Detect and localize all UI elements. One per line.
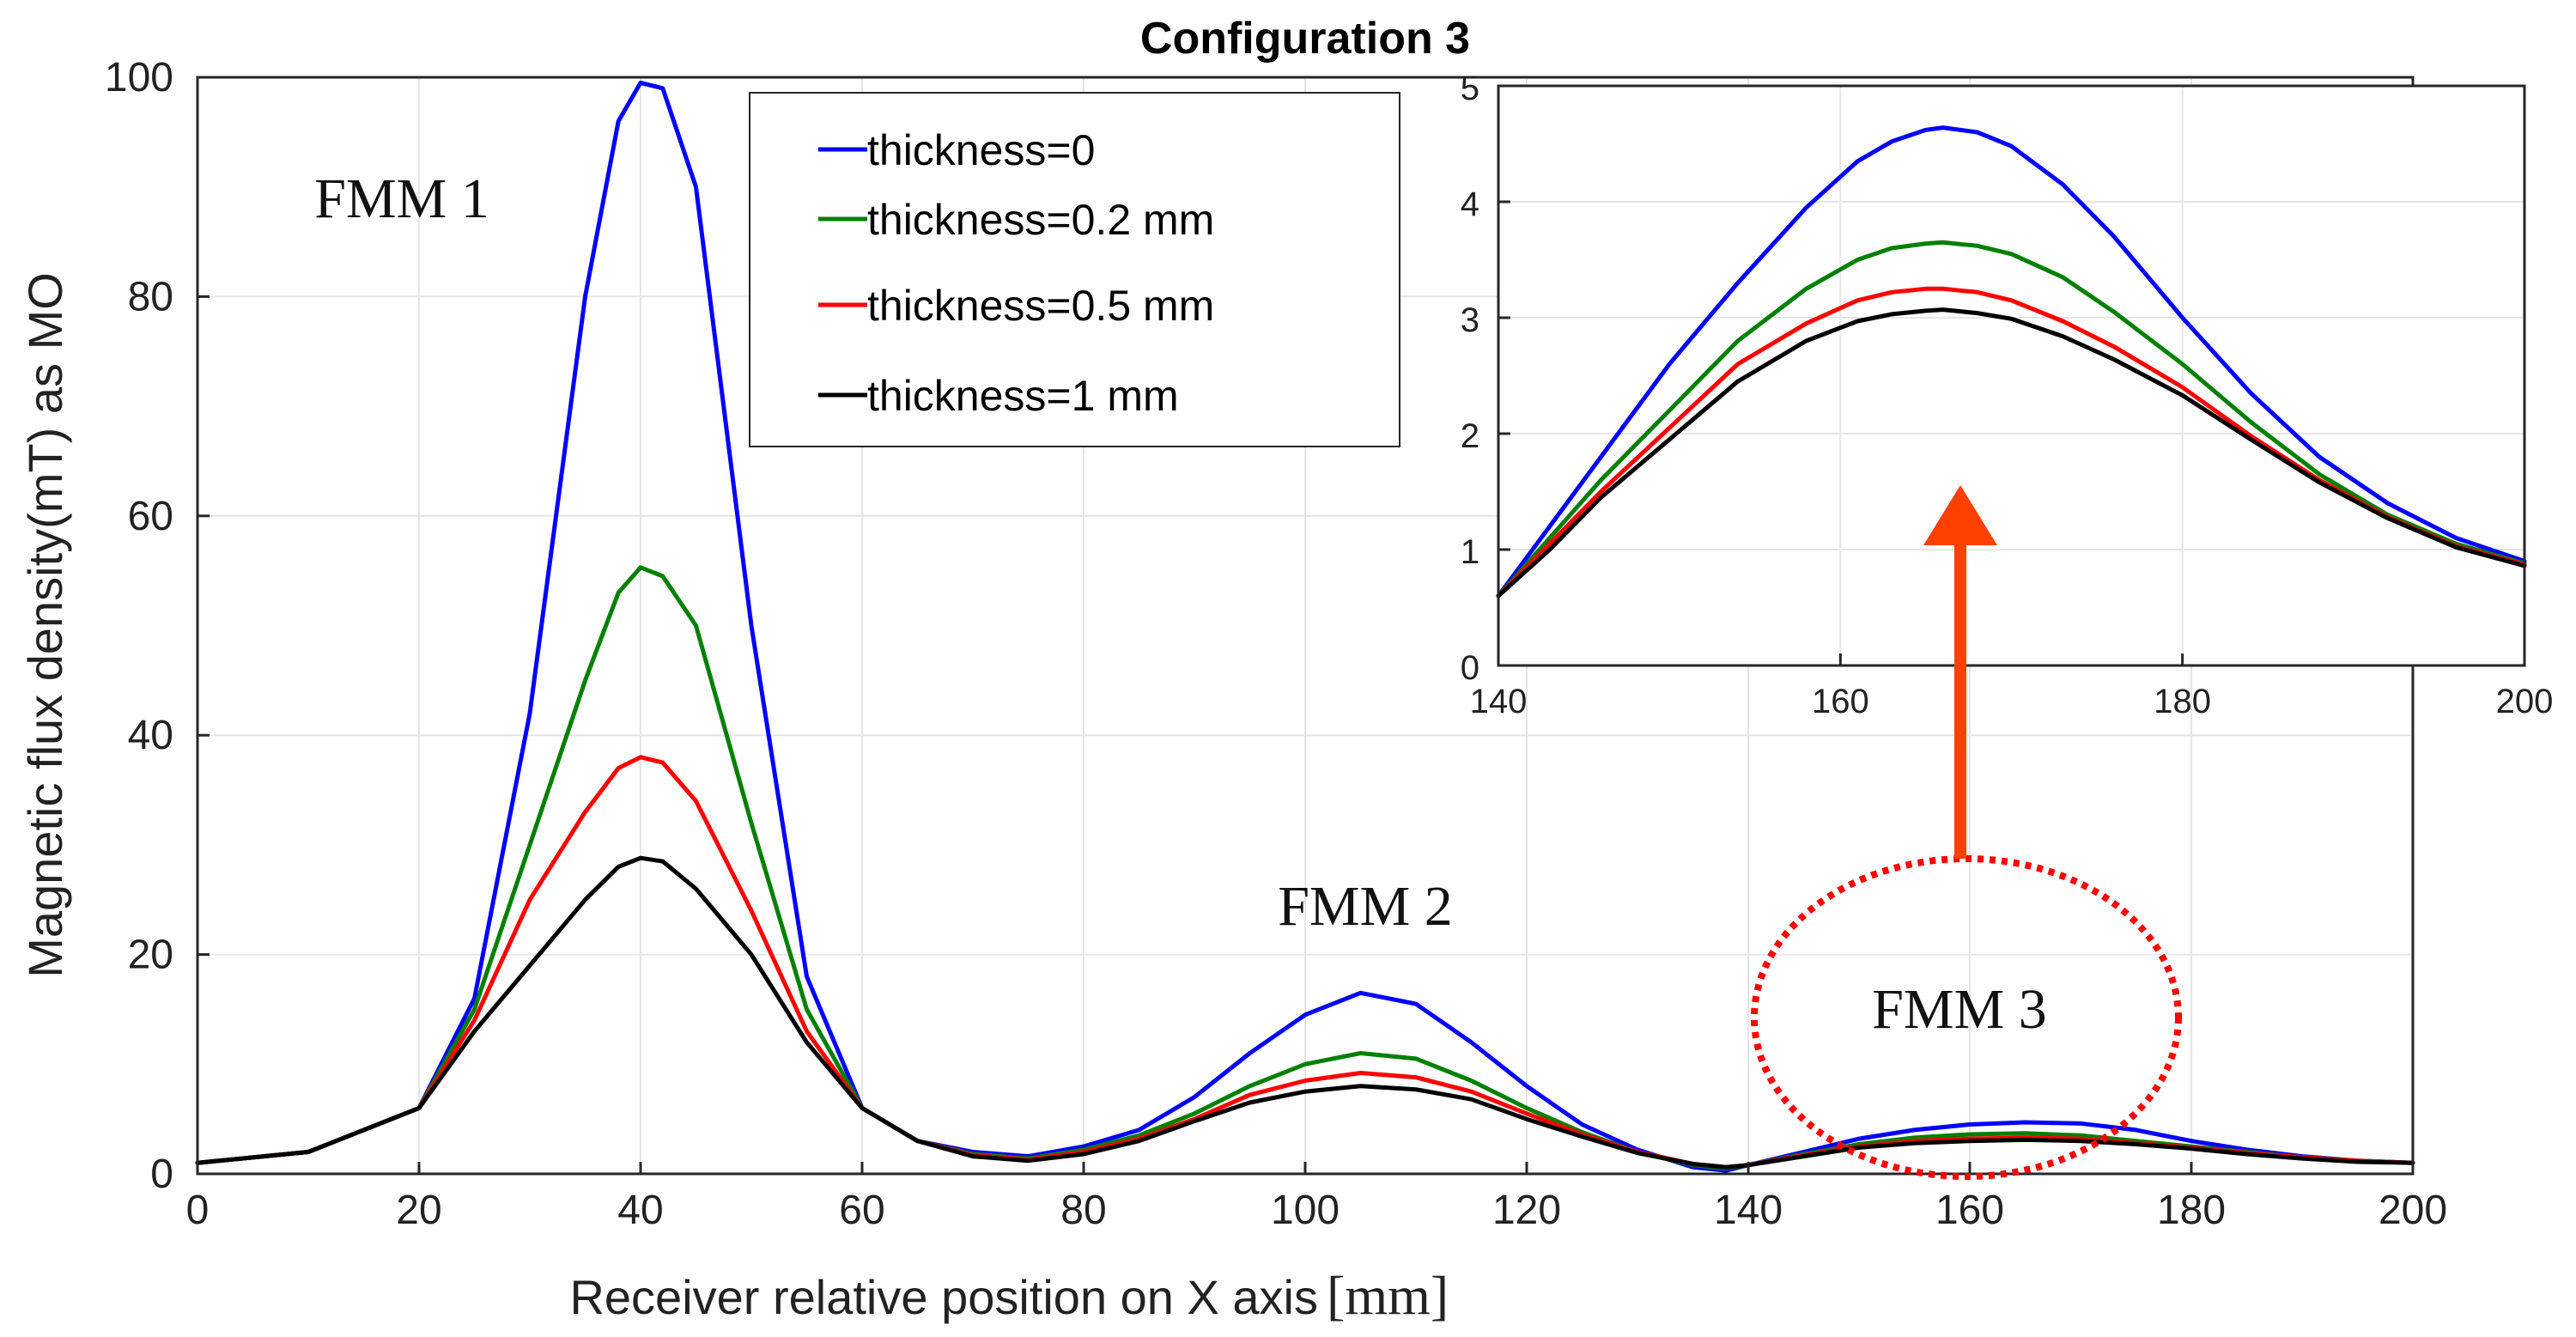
main-xtick-label-5: 100 [1271,1188,1340,1233]
inset-ytick-label-2: 2 [1461,417,1479,455]
main-xtick-label-6: 120 [1492,1188,1561,1233]
inset-xtick-label-0: 140 [1470,683,1528,720]
inset-chart: 140 160 180 200 0 1 2 3 4 5 [1461,70,2554,720]
x-axis-unit: [mm] [1327,1265,1449,1326]
legend-label-2: thickness=0.5 mm [867,282,1214,330]
inset-ytick-label-4: 4 [1461,185,1479,223]
legend-box [749,92,1400,447]
inset-plot-area [1498,86,2524,665]
main-xtick-label-2: 40 [617,1188,663,1233]
inset-series-group [1496,125,2527,599]
inset-y-tick-labels: 0 1 2 3 4 5 [1461,70,1510,687]
legend-label-3: thickness=1 mm [867,372,1179,420]
legend-label-0: thickness=0 [867,126,1095,174]
annotation-fmm3: FMM 3 [1872,978,2047,1041]
inset-series-line-3 [1496,307,2527,599]
inset-series-line-0 [1496,125,2527,599]
main-xtick-label-1: 20 [396,1188,441,1233]
main-series-line-1 [195,565,2415,1171]
inset-ytick-label-3: 3 [1461,301,1479,339]
main-xtick-label-7: 140 [1714,1188,1783,1233]
main-xtick-label-10: 200 [2379,1188,2447,1233]
legend-label-1: thickness=0.2 mm [867,196,1214,244]
main-ytick-label-3: 60 [128,494,173,539]
zoom-arrow-head [1923,485,1997,545]
main-series-line-3 [195,855,2415,1170]
inset-series-line-1 [1496,240,2527,599]
annotation-fmm1: FMM 1 [314,167,489,230]
main-ytick-label-4: 80 [128,274,173,319]
chart-title: Configuration 3 [1140,14,1470,64]
inset-x-tick-labels: 140 160 180 200 [1470,653,2554,720]
main-xtick-label-8: 160 [1935,1188,2004,1233]
main-series-line-2 [195,755,2415,1170]
inset-xtick-label-2: 180 [2154,683,2211,720]
main-ytick-label-1: 20 [128,933,173,978]
inset-xtick-label-1: 160 [1812,683,1869,720]
main-xtick-label-9: 180 [2157,1188,2226,1233]
annotation-fmm2: FMM 2 [1278,875,1453,938]
inset-xtick-label-3: 200 [2496,683,2554,720]
inset-frame [1497,84,2526,667]
main-ytick-label-2: 40 [128,713,173,758]
inset-ytick-label-5: 5 [1461,70,1479,107]
y-tick-labels: 0 20 40 60 80 100 [105,55,210,1197]
y-axis-label: Magnetic flux density(mT) as MO [18,272,72,978]
inset-ytick-label-0: 0 [1461,649,1479,687]
main-xtick-label-0: 0 [186,1188,210,1233]
x-axis-label: Receiver relative position on X axis [569,1270,1318,1324]
legend: thickness=0 thickness=0.2 mm thickness=0… [749,92,1400,447]
main-ytick-label-5: 100 [105,55,173,100]
x-tick-labels: 0 20 40 60 80 100 120 140 160 180 200 [186,1162,2447,1233]
main-series-group [195,80,2415,1173]
main-xtick-label-3: 60 [839,1188,884,1233]
main-series-line-0 [195,80,2415,1173]
main-xtick-label-4: 80 [1060,1188,1106,1233]
inset-ytick-label-1: 1 [1461,533,1479,571]
main-ytick-label-0: 0 [150,1152,173,1197]
